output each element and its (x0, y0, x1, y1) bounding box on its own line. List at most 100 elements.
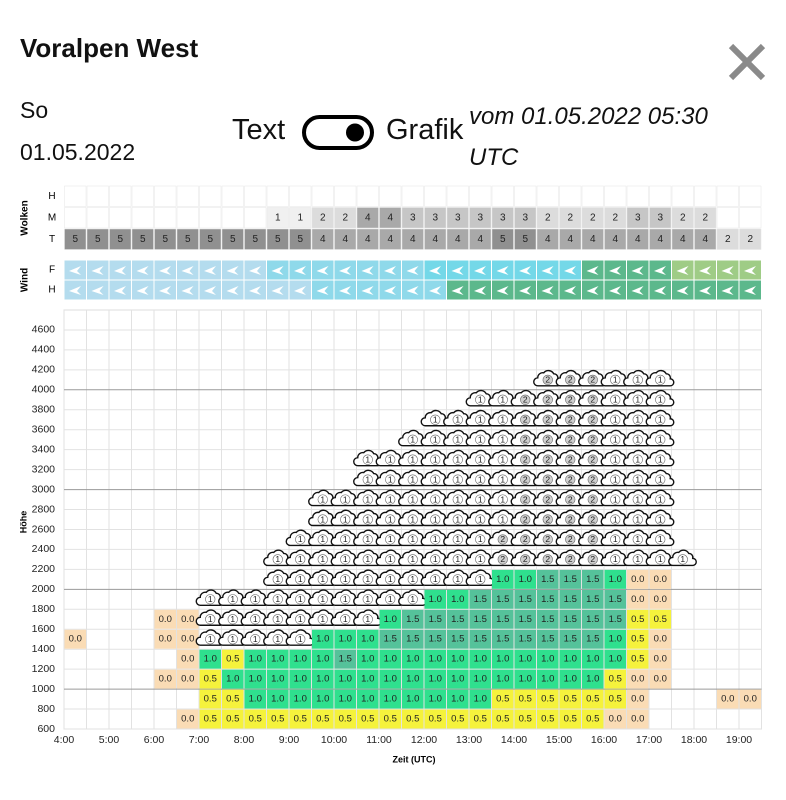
thermal-value: 1.5 (586, 614, 599, 625)
thermal-value: 1.5 (609, 614, 622, 625)
cloud-cover: 1 (478, 534, 483, 544)
thermal-value: 1.0 (406, 654, 419, 665)
x-tick-label: 19:00 (726, 734, 752, 746)
row-label: F (49, 265, 55, 276)
wind-arrow (316, 286, 329, 295)
cloud-cell (176, 207, 199, 229)
thermal-cell (604, 709, 626, 729)
y-tick-label: 2800 (32, 503, 56, 515)
cloud-badge (520, 414, 531, 425)
cloud-cover: 1 (253, 594, 258, 604)
cloud-badge (610, 494, 621, 505)
cloud-cover: 1 (658, 414, 663, 424)
thermal-value: 0.5 (451, 714, 464, 725)
y-tick-label: 1400 (32, 643, 56, 655)
cloud-cell (311, 228, 334, 250)
thermal-value: 1.5 (519, 614, 532, 625)
cloud-badge (385, 494, 396, 505)
wind-arrow (451, 286, 464, 295)
thermal-cell (447, 709, 469, 729)
cloud-badge (655, 514, 666, 525)
thermal-cell (604, 589, 626, 609)
cloud-value: 4 (657, 234, 663, 245)
toggle[interactable] (302, 115, 374, 150)
cloud-value: 2 (725, 234, 731, 245)
cloud-value: 5 (162, 234, 168, 245)
cloud-cell (64, 228, 87, 250)
thermal-value: 0.5 (609, 694, 622, 705)
thermal-value: 1.5 (429, 634, 442, 645)
cloud-cover: 1 (635, 375, 640, 385)
cloud-badge (430, 494, 441, 505)
thermal-cell (559, 709, 581, 729)
cloud-badge (632, 554, 643, 565)
thermal-value: 1.0 (316, 694, 329, 705)
toggle-label-graphic[interactable]: Grafik (386, 114, 464, 146)
cloud-cover: 2 (523, 474, 528, 484)
thermal-cell (559, 609, 581, 629)
cloud-cover: 1 (208, 594, 213, 604)
thermal-value: 1.0 (451, 594, 464, 605)
thermal-value: 0.0 (654, 654, 667, 665)
section-label: Wolken (20, 200, 31, 235)
cloud-cover: 1 (410, 574, 415, 584)
toggle-label-text[interactable]: Text (232, 114, 286, 146)
cloud-cover: 1 (500, 454, 505, 464)
cloud-badge (362, 594, 373, 605)
cloud-cover: 2 (590, 454, 595, 464)
wind-arrow (721, 266, 734, 275)
cloud-cell (379, 207, 402, 229)
thermal-cell (492, 709, 514, 729)
thermal-cell (222, 709, 244, 729)
cloud-badge (520, 434, 531, 445)
cloud-cell (64, 207, 87, 229)
thermal-value: 1.0 (609, 634, 622, 645)
cloud-cover: 1 (343, 494, 348, 504)
thermal-value: 1.5 (519, 594, 532, 605)
wind-arrow (271, 286, 284, 295)
cloud-cell (86, 207, 109, 229)
cloud-cell (379, 185, 402, 207)
wind-arrow (429, 266, 441, 275)
cloud-cell (131, 207, 154, 229)
cloud-value: 5 (140, 234, 146, 245)
cloud-cell (176, 185, 199, 207)
cloud-badge (520, 514, 531, 525)
cloud-cover: 1 (455, 534, 460, 544)
thermal-value: 1.5 (586, 594, 599, 605)
thermal-value: 1.0 (339, 634, 352, 645)
thermal-cell (627, 709, 649, 729)
x-tick-label: 5:00 (99, 734, 120, 746)
cloud-value: 4 (635, 234, 641, 245)
cloud-badge (610, 414, 621, 425)
cloud-cover: 1 (298, 574, 303, 584)
thermal-value: 0.5 (226, 694, 239, 705)
close-button[interactable] (728, 43, 766, 81)
y-tick-label: 3200 (32, 463, 56, 475)
wind-arrow (249, 266, 261, 275)
thermal-cell (312, 709, 334, 729)
thermal-value: 0.0 (631, 574, 644, 585)
cloud-cover: 2 (500, 554, 505, 564)
cloud-cell (199, 207, 222, 229)
thermal-cell (199, 669, 221, 689)
close-icon[interactable] (728, 43, 766, 81)
thermal-cell (604, 609, 626, 629)
cloud-value: 3 (410, 213, 416, 224)
thermal-value: 1.0 (451, 674, 464, 685)
cloud-cell (221, 207, 244, 229)
toggle-knob[interactable] (346, 123, 364, 142)
y-tick-label: 2000 (32, 583, 56, 595)
wind-arrow (541, 266, 554, 275)
cloud-badge (520, 474, 531, 485)
thermal-cell (582, 649, 604, 669)
wind-arrow (519, 266, 531, 275)
cloud-badge (452, 454, 463, 465)
wind-arrow (744, 266, 756, 275)
wind-arrow (474, 266, 486, 275)
thermal-value: 0.5 (384, 714, 397, 725)
cloud-cover: 2 (590, 474, 595, 484)
cloud-cover: 1 (455, 474, 460, 484)
wind-arrow (676, 266, 689, 275)
cloud-badge (407, 554, 418, 565)
